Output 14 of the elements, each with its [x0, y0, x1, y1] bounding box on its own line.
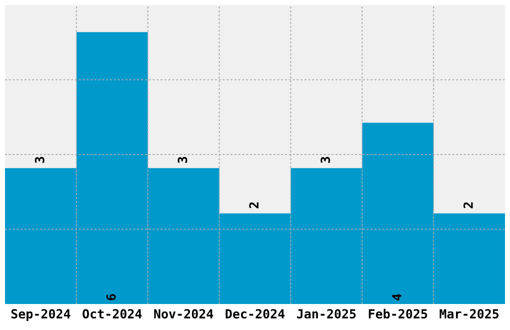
x-tick-label: Jan-2025	[296, 309, 356, 319]
x-tick-label: Mar-2025	[440, 309, 499, 319]
x-tick-label: Feb-2025	[368, 308, 428, 319]
x-tick-label: Sep-2024	[11, 309, 70, 321]
data-label: 2	[463, 202, 473, 208]
x-tick-label: Dec-2024	[226, 309, 285, 319]
x-tick-label: Nov-2024	[154, 309, 214, 319]
data-label: 2	[249, 202, 258, 208]
x-tick-label: Oct-2024	[82, 309, 142, 319]
data-label: 4	[392, 294, 402, 300]
data-label: 3	[34, 156, 44, 163]
data-label: 6	[106, 294, 116, 300]
data-label: 3	[320, 156, 330, 163]
data-label: 3	[178, 156, 188, 163]
